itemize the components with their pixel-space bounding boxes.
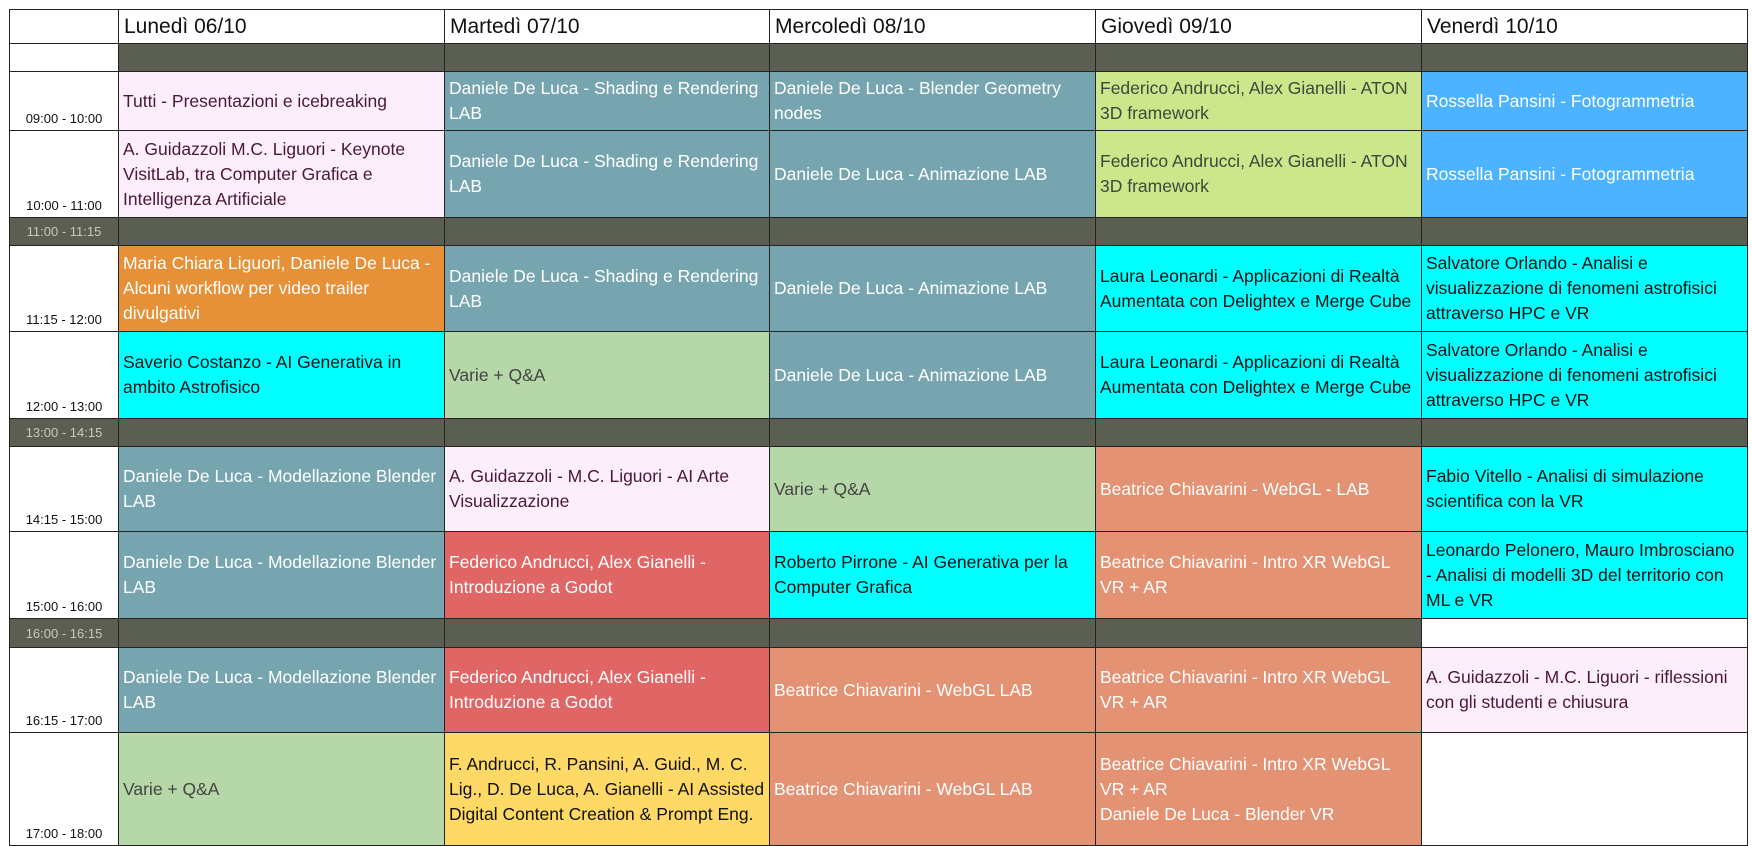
session-cell[interactable]: Laura Leonardi - Applicazioni di Realtà … [1096, 332, 1422, 419]
session-cell[interactable]: Beatrice Chiavarini - WebGL LAB [770, 648, 1096, 733]
session-cell[interactable]: Federico Andrucci, Alex Gianelli - Intro… [445, 532, 770, 619]
session-cell[interactable]: A. Guidazzoli M.C. Liguori - Keynote Vis… [119, 131, 445, 218]
day-header: Mercoledì 08/10 [770, 10, 1096, 44]
session-cell[interactable]: Saverio Costanzo - AI Generativa in ambi… [119, 332, 445, 419]
break-cell [1422, 218, 1748, 246]
time-slot-label: 17:00 - 18:00 [10, 733, 119, 846]
break-cell [1422, 419, 1748, 447]
break-cell [770, 419, 1096, 447]
break-time-label: 11:00 - 11:15 [10, 218, 119, 246]
session-cell[interactable]: A. Guidazzoli - M.C. Liguori - AI Arte V… [445, 447, 770, 532]
session-cell[interactable]: Maria Chiara Liguori, Daniele De Luca - … [119, 246, 445, 332]
break-cell [1422, 44, 1748, 72]
corner-header [10, 10, 119, 44]
break-cell [770, 44, 1096, 72]
session-cell[interactable]: Roberto Pirrone - AI Generativa per la C… [770, 532, 1096, 619]
session-cell[interactable]: Daniele De Luca - Blender Geometry nodes [770, 72, 1096, 131]
session-cell[interactable]: Salvatore Orlando - Analisi e visualizza… [1422, 246, 1748, 332]
session-cell[interactable]: Beatrice Chiavarini - WebGL - LAB [1096, 447, 1422, 532]
session-cell[interactable]: Varie + Q&A [445, 332, 770, 419]
time-slot-label: 15:00 - 16:00 [10, 532, 119, 619]
break-cell [1096, 619, 1422, 648]
session-cell[interactable]: Varie + Q&A [119, 733, 445, 846]
time-slot-label: 12:00 - 13:00 [10, 332, 119, 419]
session-cell[interactable]: A. Guidazzoli - M.C. Liguori - riflessio… [1422, 648, 1748, 733]
break-cell [119, 44, 445, 72]
break-cell [1096, 218, 1422, 246]
time-slot-label: 11:15 - 12:00 [10, 246, 119, 332]
session-cell[interactable]: Rossella Pansini - Fotogrammetria [1422, 72, 1748, 131]
time-slot-label: 10:00 - 11:00 [10, 131, 119, 218]
session-cell[interactable]: Federico Andrucci, Alex Gianelli - ATON … [1096, 131, 1422, 218]
session-cell[interactable]: Daniele De Luca - Shading e Rendering LA… [445, 72, 770, 131]
break-cell [770, 218, 1096, 246]
session-cell[interactable]: Beatrice Chiavarini - WebGL LAB [770, 733, 1096, 846]
session-cell[interactable]: Federico Andrucci, Alex Gianelli - Intro… [445, 648, 770, 733]
break-cell [1422, 619, 1748, 648]
session-cell[interactable]: Fabio Vitello - Analisi di simulazione s… [1422, 447, 1748, 532]
session-cell[interactable]: Tutti - Presentazioni e icebreaking [119, 72, 445, 131]
break-cell [445, 419, 770, 447]
session-cell[interactable]: Daniele De Luca - Modellazione Blender L… [119, 648, 445, 733]
break-cell [1096, 44, 1422, 72]
break-time-label [10, 44, 119, 72]
session-cell[interactable]: Beatrice Chiavarini - Intro XR WebGL VR … [1096, 733, 1422, 846]
break-cell [119, 218, 445, 246]
break-cell [445, 218, 770, 246]
break-time-label: 16:00 - 16:15 [10, 619, 119, 648]
day-header: Lunedì 06/10 [119, 10, 445, 44]
break-cell [445, 44, 770, 72]
break-time-label: 13:00 - 14:15 [10, 419, 119, 447]
session-cell[interactable]: Beatrice Chiavarini - Intro XR WebGL VR … [1096, 648, 1422, 733]
break-cell [770, 619, 1096, 648]
session-cell [1422, 733, 1748, 846]
time-slot-label: 09:00 - 10:00 [10, 72, 119, 131]
session-cell[interactable]: Federico Andrucci, Alex Gianelli - ATON … [1096, 72, 1422, 131]
session-cell[interactable]: Daniele De Luca - Animazione LAB [770, 246, 1096, 332]
day-header: Venerdì 10/10 [1422, 10, 1748, 44]
time-slot-label: 14:15 - 15:00 [10, 447, 119, 532]
session-cell[interactable]: Salvatore Orlando - Analisi e visualizza… [1422, 332, 1748, 419]
break-cell [119, 419, 445, 447]
session-cell[interactable]: Daniele De Luca - Modellazione Blender L… [119, 447, 445, 532]
session-cell[interactable]: Daniele De Luca - Animazione LAB [770, 131, 1096, 218]
session-cell[interactable]: Rossella Pansini - Fotogrammetria [1422, 131, 1748, 218]
time-slot-label: 16:15 - 17:00 [10, 648, 119, 733]
break-cell [1096, 419, 1422, 447]
session-cell[interactable]: Leonardo Pelonero, Mauro Imbrosciano - A… [1422, 532, 1748, 619]
session-cell[interactable]: F. Andrucci, R. Pansini, A. Guid., M. C.… [445, 733, 770, 846]
session-cell[interactable]: Beatrice Chiavarini - Intro XR WebGL VR … [1096, 532, 1422, 619]
day-header: Giovedì 09/10 [1096, 10, 1422, 44]
session-cell[interactable]: Daniele De Luca - Shading e Rendering LA… [445, 246, 770, 332]
break-cell [119, 619, 445, 648]
session-cell[interactable]: Daniele De Luca - Shading e Rendering LA… [445, 131, 770, 218]
session-cell[interactable]: Daniele De Luca - Modellazione Blender L… [119, 532, 445, 619]
break-cell [445, 619, 770, 648]
day-header: Martedì 07/10 [445, 10, 770, 44]
schedule-table: Lunedì 06/10 Martedì 07/10 Mercoledì 08/10… [9, 9, 1748, 846]
session-cell[interactable]: Varie + Q&A [770, 447, 1096, 532]
session-cell[interactable]: Daniele De Luca - Animazione LAB [770, 332, 1096, 419]
session-cell[interactable]: Laura Leonardi - Applicazioni di Realtà … [1096, 246, 1422, 332]
